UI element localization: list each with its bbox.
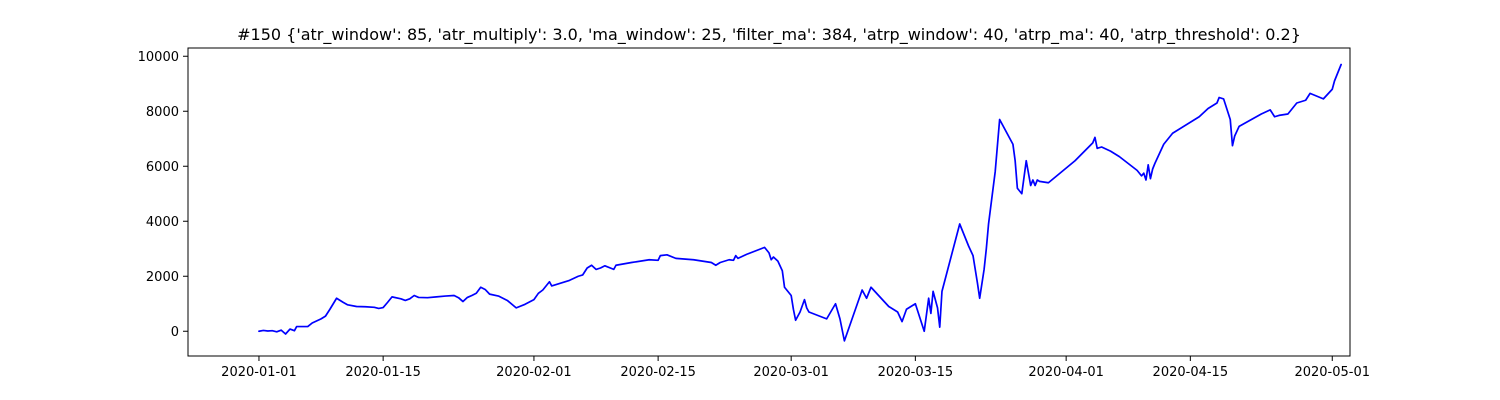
x-axis: 2020-01-01 2020-01-15 2020-02-01 2020-02-15… <box>221 356 1370 380</box>
y-tick-label: 6000 <box>146 160 179 175</box>
plot-frame <box>187 47 1351 357</box>
y-tick-label: 4000 <box>146 215 179 230</box>
plot-area <box>258 63 1342 342</box>
y-tick-label: 8000 <box>146 105 179 120</box>
x-tick-label: 2020-02-01 <box>496 365 572 380</box>
x-tick-label: 2020-04-01 <box>1028 365 1104 380</box>
x-tick-label: 2020-04-15 <box>1153 365 1229 380</box>
x-tick-label: 2020-03-15 <box>878 365 954 380</box>
series-line-0 <box>258 63 1342 342</box>
x-tick-label: 2020-01-01 <box>221 365 297 380</box>
y-tick-label: 2000 <box>146 270 179 285</box>
y-tick-label: 10000 <box>138 50 179 65</box>
x-tick-label: 2020-01-15 <box>345 365 421 380</box>
x-tick-label: 2020-03-01 <box>753 365 829 380</box>
chart-title: #150 {'atr_window': 85, 'atr_multiply': … <box>237 25 1301 45</box>
y-tick-label: 0 <box>171 325 179 340</box>
y-axis: 0 2000 4000 6000 8000 10000 <box>138 50 188 340</box>
x-tick-label: 2020-05-01 <box>1294 365 1370 380</box>
x-tick-label: 2020-02-15 <box>620 365 696 380</box>
